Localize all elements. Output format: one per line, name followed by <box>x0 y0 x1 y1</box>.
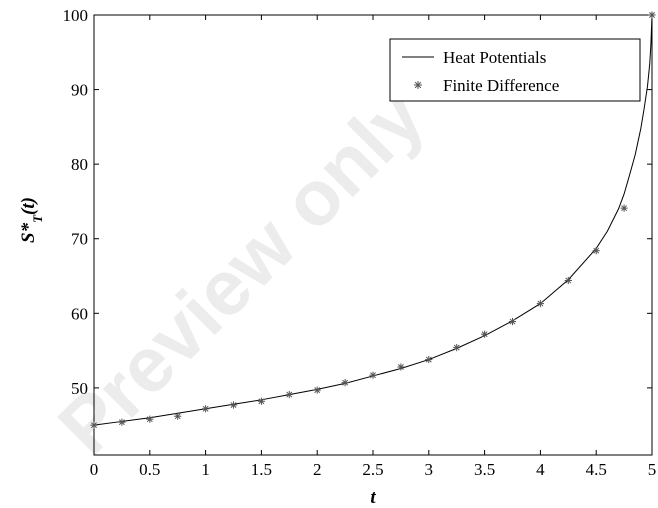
y-tick-label: 90 <box>71 81 88 100</box>
data-point-marker <box>229 401 238 409</box>
x-tick-label: 3 <box>425 460 434 479</box>
series-finite-difference-markers <box>90 11 656 429</box>
data-point-marker <box>425 355 433 364</box>
data-point-marker <box>174 412 182 420</box>
x-axis-label: t <box>370 487 376 508</box>
x-tick-label: 2 <box>313 460 322 479</box>
x-tick-label: 0.5 <box>139 460 160 479</box>
y-tick-label: 50 <box>71 379 88 398</box>
legend-star-marker <box>414 81 422 89</box>
data-point-marker <box>369 371 377 379</box>
x-tick-label: 0 <box>90 460 99 479</box>
data-point-marker <box>536 300 544 308</box>
y-tick-label: 60 <box>71 304 88 323</box>
data-point-marker <box>313 386 321 394</box>
series-heat-potentials-line <box>93 14 653 426</box>
y-tick-label: 70 <box>71 230 88 249</box>
x-tick-label: 3.5 <box>474 460 495 479</box>
legend-label-heat-potentials: Heat Potentials <box>443 48 546 67</box>
data-point-marker <box>202 405 210 413</box>
data-point-marker <box>564 276 572 285</box>
data-point-marker <box>481 330 489 338</box>
x-tick-label: 5 <box>648 460 657 479</box>
legend-box <box>389 38 641 102</box>
y-tick-label: 100 <box>63 6 89 25</box>
y-axis-ticks: 50 60 70 80 90 100 <box>63 6 652 398</box>
y-axis-label: S*T(t) <box>18 197 45 243</box>
data-point-marker <box>508 317 517 326</box>
x-tick-label: 4 <box>536 460 545 479</box>
x-tick-label: 1 <box>201 460 210 479</box>
legend-star-glyph <box>414 81 422 89</box>
x-tick-label: 1.5 <box>251 460 272 479</box>
data-point-marker <box>397 363 405 371</box>
data-point-marker <box>620 204 628 212</box>
legend-label-finite-difference: Finite Difference <box>443 76 559 95</box>
data-point-marker <box>90 421 98 429</box>
y-tick-label: 80 <box>71 155 88 174</box>
x-axis-ticks: 0 0.5 1 1.5 2 2.5 3 3.5 4 4.5 5 <box>90 15 657 479</box>
data-point-marker <box>648 11 656 19</box>
x-tick-label: 2.5 <box>362 460 383 479</box>
data-point-marker <box>341 379 349 387</box>
data-point-marker <box>118 418 126 426</box>
watermark: Preview only <box>41 71 440 470</box>
data-point-marker <box>285 390 293 399</box>
data-point-marker <box>257 397 265 405</box>
data-point-marker <box>453 344 461 352</box>
x-tick-label: 4.5 <box>586 460 607 479</box>
legend: Heat Potentials Finite Difference <box>389 38 641 102</box>
data-point-marker <box>592 247 600 255</box>
data-point-marker <box>146 415 154 423</box>
